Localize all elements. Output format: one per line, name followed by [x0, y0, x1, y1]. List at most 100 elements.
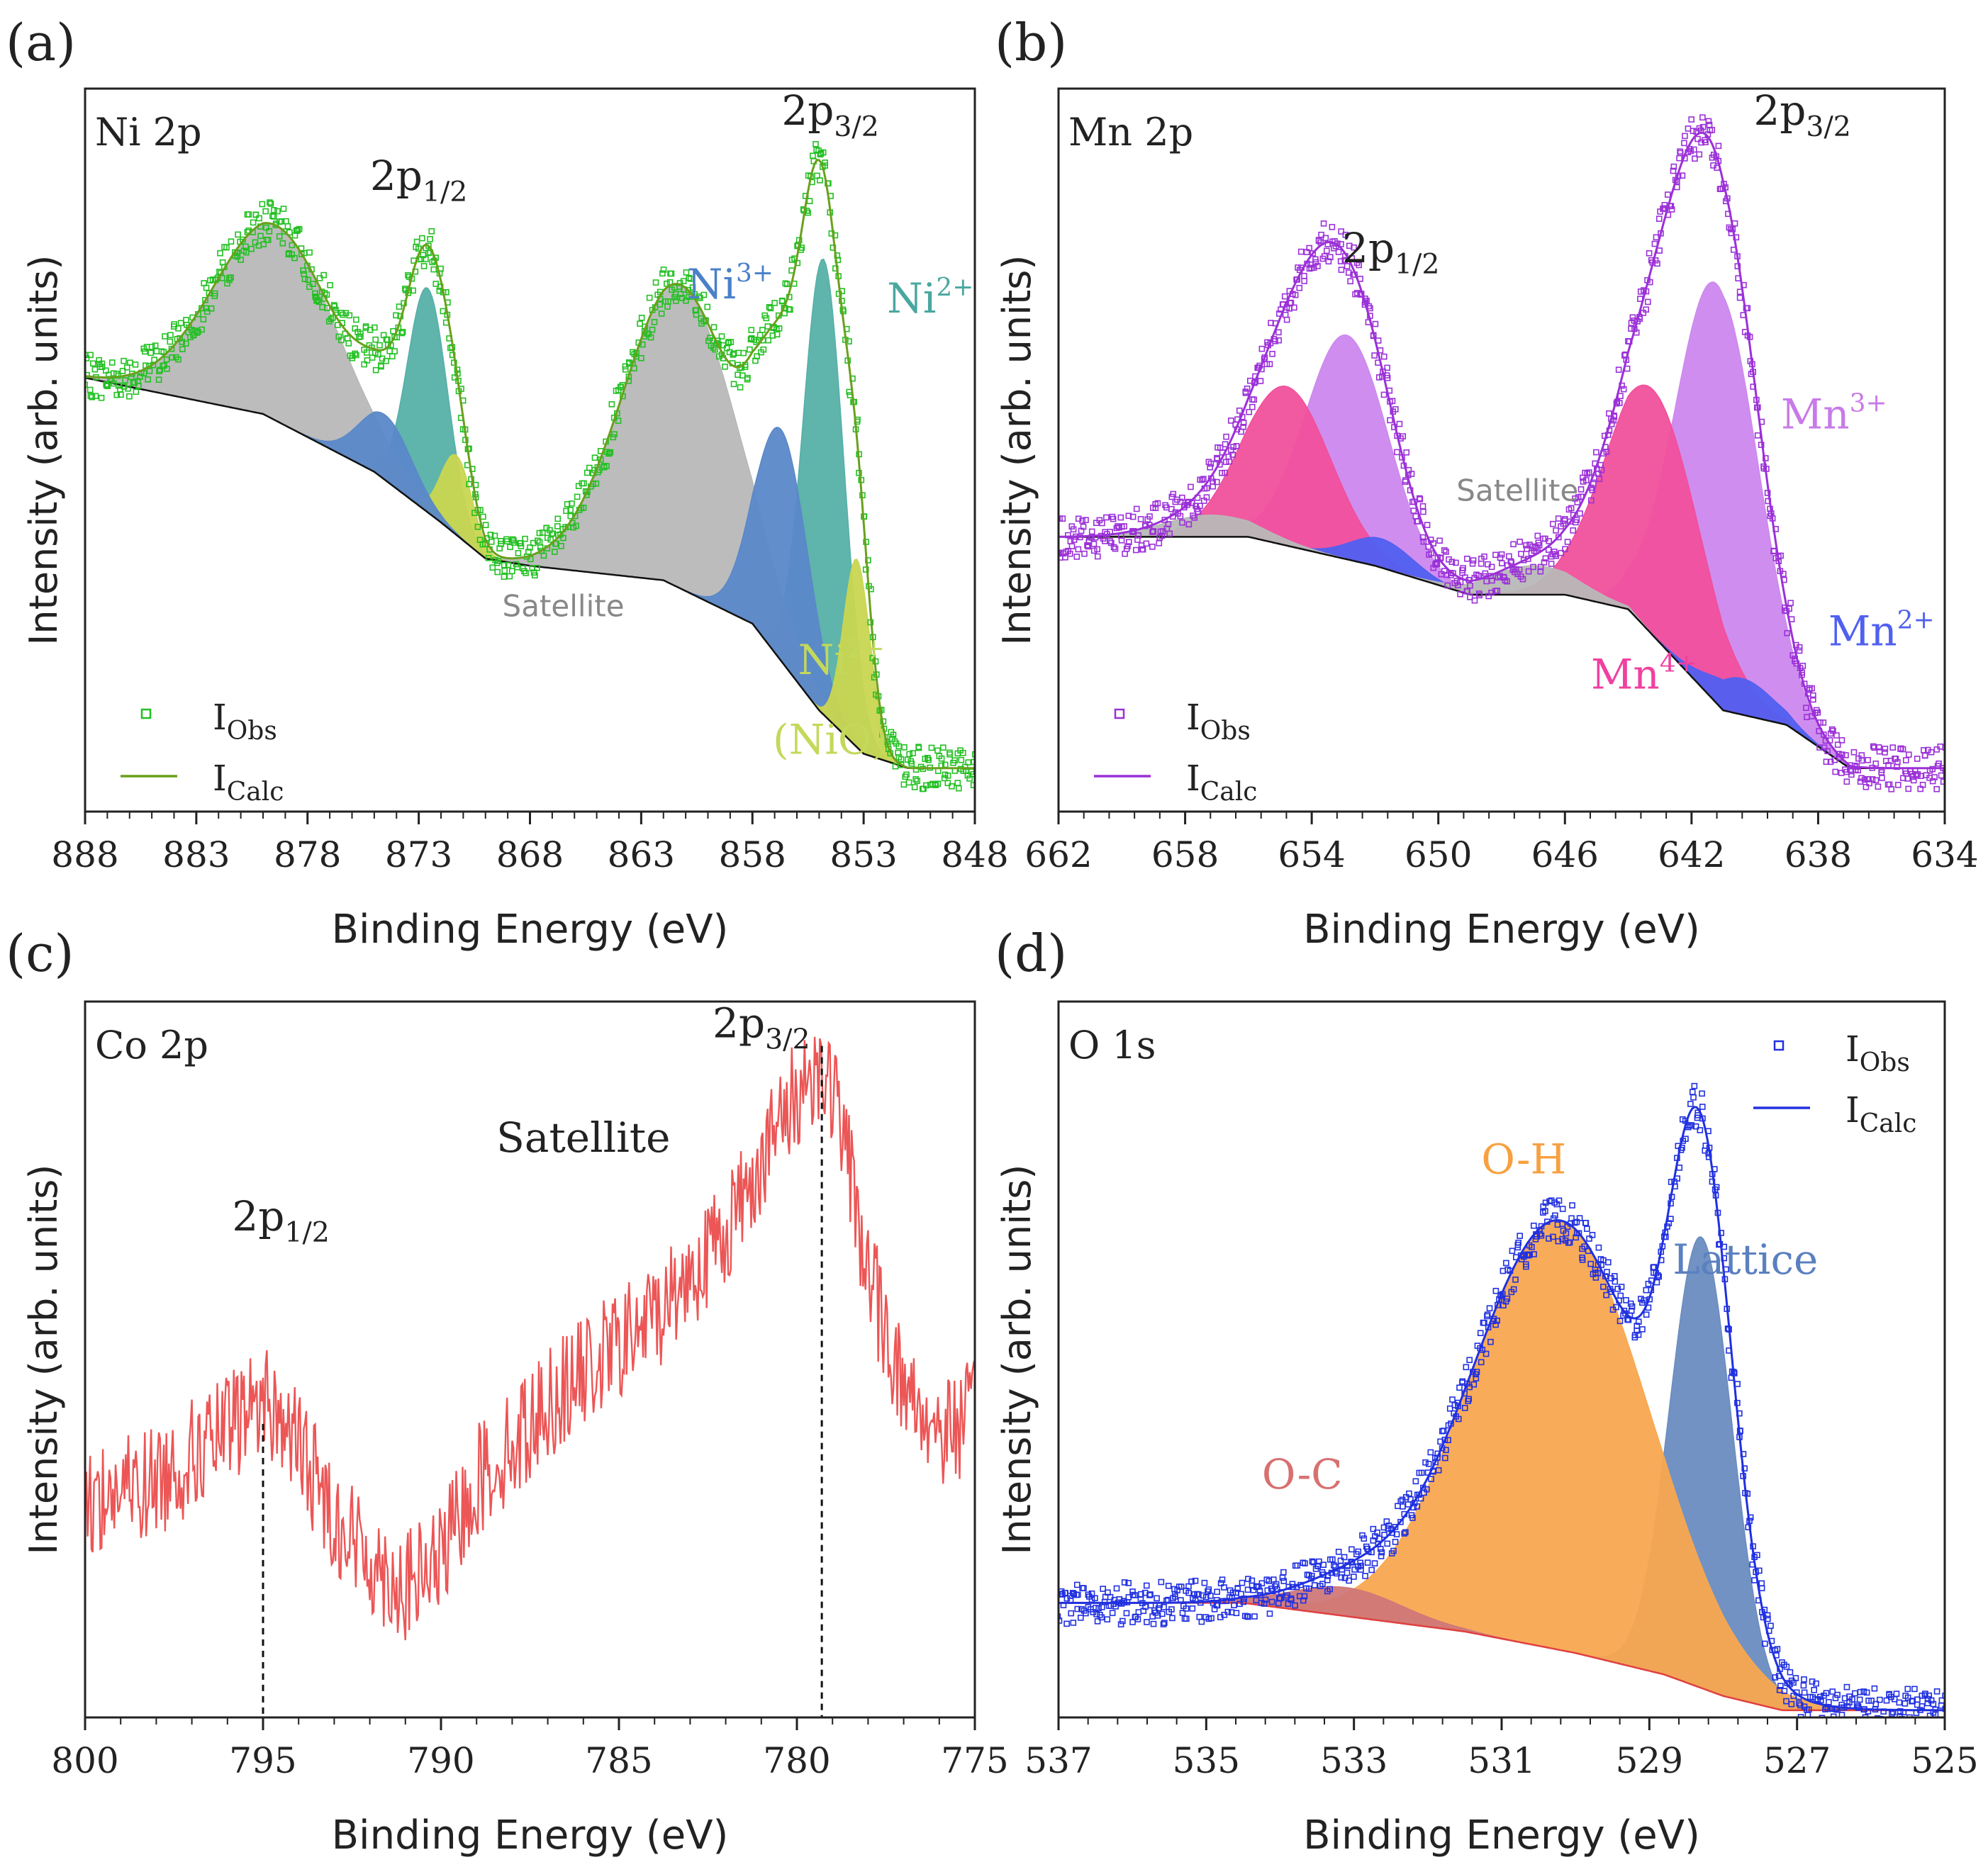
obs-point — [1801, 1689, 1808, 1696]
obs-point — [1702, 139, 1709, 145]
obs-point — [1494, 1317, 1500, 1324]
obs-point — [1338, 1574, 1345, 1581]
obs-point — [1310, 264, 1317, 271]
spectrum-line — [85, 1036, 975, 1641]
obs-point — [657, 301, 664, 308]
obs-point — [964, 772, 971, 779]
obs-point — [1573, 1234, 1579, 1241]
obs-point — [495, 558, 502, 564]
obs-point — [1471, 597, 1478, 604]
obs-point — [1392, 1538, 1399, 1545]
obs-point — [1196, 1613, 1203, 1620]
obs-point — [125, 385, 131, 392]
obs-point — [1315, 237, 1322, 245]
obs-point — [98, 394, 105, 401]
obs-point — [1883, 1727, 1888, 1732]
x-axis-label: Binding Energy (eV) — [332, 907, 729, 953]
obs-point — [1639, 1326, 1646, 1333]
obs-point — [489, 564, 496, 571]
obs-point — [1553, 527, 1559, 534]
obs-point — [324, 305, 330, 311]
obs-point — [1629, 314, 1636, 321]
obs-point — [1819, 1715, 1826, 1717]
obs-point — [482, 522, 489, 529]
obs-point — [145, 376, 151, 383]
obs-point — [1867, 1725, 1872, 1730]
x-tick-label: 535 — [1173, 1740, 1240, 1781]
obs-point — [1796, 647, 1803, 654]
obs-point — [501, 567, 508, 574]
obs-point — [171, 321, 177, 327]
obs-point — [552, 549, 558, 555]
obs-point — [783, 281, 791, 288]
obs-point — [1110, 515, 1117, 522]
obs-point — [269, 213, 276, 220]
obs-point — [1475, 590, 1482, 597]
obs-point — [1380, 353, 1387, 360]
obs-point — [1144, 1619, 1150, 1625]
obs-point — [1566, 1239, 1573, 1246]
obs-point — [1318, 231, 1324, 238]
obs-point — [668, 270, 675, 277]
obs-point — [1397, 1498, 1405, 1505]
obs-point — [547, 536, 554, 543]
obs-point — [386, 348, 393, 354]
obs-point — [1240, 1598, 1247, 1605]
obs-point — [1174, 1587, 1180, 1593]
obs-point — [664, 303, 671, 310]
obs-point — [505, 561, 512, 568]
obs-point — [89, 360, 96, 367]
obs-point — [104, 383, 111, 390]
obs-point — [1689, 1089, 1696, 1095]
obs-point — [1616, 400, 1623, 406]
obs-point — [1603, 449, 1610, 455]
obs-point — [1863, 1689, 1870, 1696]
obs-point — [1506, 553, 1512, 560]
obs-point — [805, 209, 811, 216]
obs-point — [148, 344, 155, 350]
obs-point — [1936, 1719, 1941, 1724]
x-tick-label: 858 — [719, 834, 786, 875]
obs-point — [581, 480, 587, 487]
obs-point — [1080, 1607, 1088, 1614]
obs-point — [1893, 1725, 1898, 1729]
obs-point — [1587, 1260, 1594, 1267]
obs-point — [491, 532, 498, 539]
obs-point — [545, 534, 551, 542]
obs-point — [1256, 1588, 1263, 1594]
obs-point — [1653, 234, 1660, 241]
legend: IObs ICalc — [1094, 697, 1257, 807]
obs-point — [680, 278, 687, 284]
obs-point — [155, 376, 162, 383]
obs-point — [485, 554, 492, 561]
obs-point — [1440, 1428, 1447, 1434]
obs-point — [1358, 1562, 1364, 1569]
obs-point — [569, 500, 575, 507]
obs-point — [1198, 476, 1205, 483]
obs-point — [1133, 505, 1140, 512]
obs-point — [1088, 1590, 1095, 1597]
obs-point — [301, 276, 308, 282]
obs-point — [1526, 1251, 1534, 1258]
plot-frame — [84, 1000, 976, 1719]
obs-point — [1783, 1664, 1790, 1670]
obs-point — [1179, 494, 1185, 501]
obs-point — [1685, 125, 1692, 132]
obs-point — [1107, 538, 1113, 544]
obs-point — [1160, 1621, 1167, 1627]
obs-point — [1117, 514, 1124, 521]
obs-point — [1397, 1518, 1404, 1525]
x-tick-label: 853 — [830, 834, 897, 875]
obs-point — [510, 537, 517, 544]
obs-point — [1364, 1559, 1371, 1566]
label-lattice: Lattice — [1673, 1235, 1818, 1284]
obs-point — [244, 211, 251, 218]
obs-point — [393, 312, 399, 319]
obs-point — [905, 779, 912, 786]
obs-point — [331, 303, 338, 310]
obs-point — [503, 538, 510, 545]
obs-point — [1158, 1579, 1165, 1586]
obs-point — [972, 751, 975, 758]
obs-point — [372, 366, 379, 374]
obs-point — [1473, 1369, 1480, 1375]
